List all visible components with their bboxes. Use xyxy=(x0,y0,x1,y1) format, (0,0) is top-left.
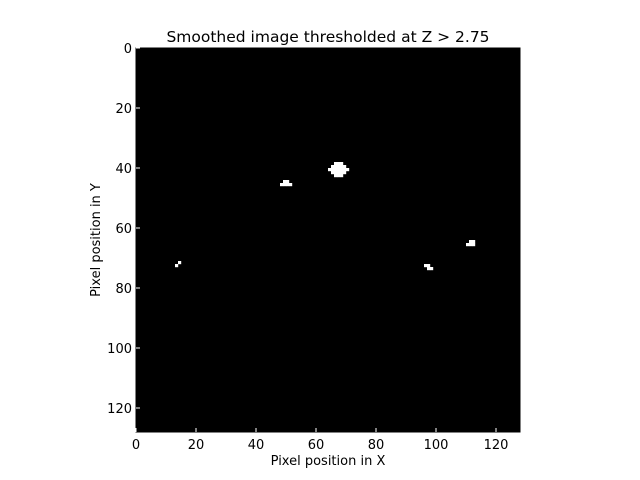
above-threshold-pixel xyxy=(340,168,344,172)
above-threshold-pixel xyxy=(472,240,476,244)
y-tick-label: 60 xyxy=(115,222,132,237)
above-threshold-pixel xyxy=(340,174,344,178)
image-area xyxy=(135,47,521,433)
above-threshold-pixel xyxy=(427,264,431,268)
above-threshold-pixel xyxy=(331,168,335,172)
above-threshold-pixel xyxy=(331,171,335,175)
above-threshold-pixel xyxy=(280,183,284,187)
y-tick-label: 40 xyxy=(115,162,132,177)
above-threshold-pixel xyxy=(286,180,290,184)
y-tick-label: 80 xyxy=(115,282,132,297)
above-threshold-pixel xyxy=(346,168,350,172)
above-threshold-pixel xyxy=(424,264,428,268)
x-tick-label: 80 xyxy=(368,438,385,453)
above-threshold-pixel xyxy=(334,165,338,169)
above-threshold-pixel xyxy=(343,165,347,169)
x-tick-label: 100 xyxy=(424,438,449,453)
above-threshold-pixel xyxy=(337,165,341,169)
x-tick-label: 20 xyxy=(188,438,205,453)
above-threshold-pixel xyxy=(334,171,338,175)
above-threshold-pixel xyxy=(340,171,344,175)
y-tick-label: 20 xyxy=(115,102,132,117)
above-threshold-pixel xyxy=(343,171,347,175)
above-threshold-pixel xyxy=(178,261,182,265)
y-axis-ticks: 0 20 40 60 80 100 120 xyxy=(107,42,140,417)
above-threshold-pixel xyxy=(469,240,473,244)
above-threshold-pixel xyxy=(337,171,341,175)
y-axis-label: Pixel position in Y xyxy=(89,183,104,297)
above-threshold-pixel xyxy=(337,168,341,172)
x-tick-label: 60 xyxy=(308,438,325,453)
above-threshold-pixel xyxy=(286,183,290,187)
y-tick-label: 0 xyxy=(124,42,132,57)
y-tick-label: 100 xyxy=(107,342,132,357)
above-threshold-pixel xyxy=(334,168,338,172)
above-threshold-pixel xyxy=(343,168,347,172)
x-tick-label: 120 xyxy=(484,438,509,453)
above-threshold-pixel xyxy=(430,267,434,271)
above-threshold-pixel xyxy=(334,162,338,166)
above-threshold-pixel xyxy=(337,174,341,178)
above-threshold-pixel xyxy=(469,243,473,247)
above-threshold-pixel xyxy=(175,264,179,268)
above-threshold-pixel xyxy=(340,162,344,166)
x-tick-label: 40 xyxy=(248,438,265,453)
x-axis-label: Pixel position in X xyxy=(271,454,386,469)
x-axis-ticks: 0 20 40 60 80 100 120 xyxy=(132,428,509,453)
above-threshold-pixel xyxy=(289,183,293,187)
above-threshold-pixel xyxy=(334,174,338,178)
above-threshold-pixel xyxy=(427,267,431,271)
image-background xyxy=(136,48,520,432)
above-threshold-pixel xyxy=(331,165,335,169)
chart-title: Smoothed image thresholded at Z > 2.75 xyxy=(166,28,489,46)
above-threshold-pixel xyxy=(337,162,341,166)
above-threshold-pixel xyxy=(472,243,476,247)
above-threshold-pixel xyxy=(340,165,344,169)
above-threshold-pixel xyxy=(466,243,470,247)
above-threshold-pixel xyxy=(283,180,287,184)
plot-frame xyxy=(135,47,521,433)
above-threshold-pixel xyxy=(328,168,332,172)
x-tick-label: 0 xyxy=(132,438,140,453)
above-threshold-pixel xyxy=(283,183,287,187)
y-tick-label: 120 xyxy=(107,402,132,417)
